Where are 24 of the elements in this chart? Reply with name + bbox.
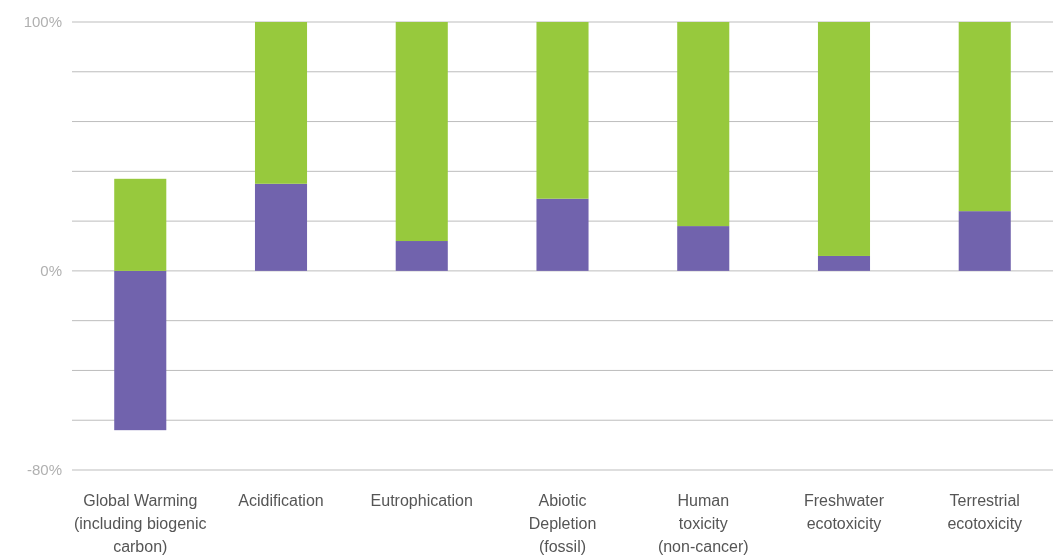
x-tick-label: Acidification [238,492,324,509]
x-tick-label: Eutrophication [370,492,473,509]
bar [536,22,589,199]
bar [254,183,308,271]
x-tick-label: Freshwater ecotoxicity [803,492,885,532]
y-tick-label: 100% [23,13,62,31]
x-tick-label: Abiotic Depletion (fossil) [528,492,597,555]
bar [677,226,730,271]
y-tick-label: -80% [26,461,62,479]
x-tick-label: Human toxicity (non-cancer) [657,492,749,555]
bar [677,22,730,227]
y-tick-label: 0% [40,262,62,280]
bar [817,255,871,271]
bar [114,178,167,271]
bar [254,22,308,184]
x-tick-label: Global Warming (including biogenic carbon) [74,492,207,555]
bar [817,22,871,256]
bar [536,198,589,271]
bar [395,241,448,271]
bar [114,270,167,431]
x-tick-label: Terrestrial ecotoxicity [947,492,1023,532]
bar [958,211,1011,271]
bar [395,22,448,242]
bar [958,22,1011,212]
